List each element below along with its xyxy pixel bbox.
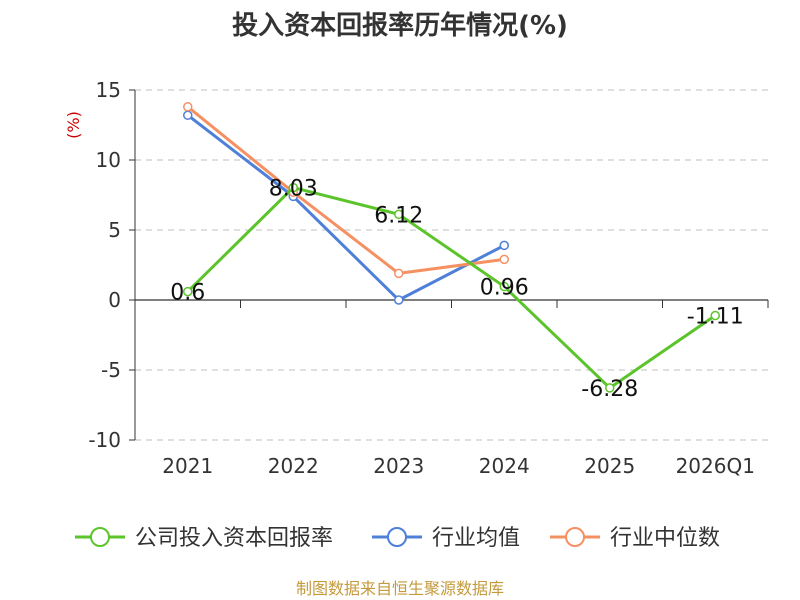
legend-marker: [90, 527, 110, 547]
axes: [134, 90, 769, 440]
x-tick-label: 2025: [584, 454, 635, 478]
data-point: [394, 209, 404, 220]
data-point: [499, 281, 509, 292]
y-axis-label: (%): [64, 111, 83, 139]
source-note: 制图数据来自恒生聚源数据库: [296, 579, 504, 598]
y-tick-label: 15: [96, 78, 121, 102]
y-tick-label: 10: [96, 148, 121, 172]
grid-lines: [129, 89, 768, 441]
y-tick-label: -10: [88, 428, 121, 452]
data-point: [183, 286, 193, 297]
data-point: [499, 240, 509, 251]
y-tick-label: 5: [108, 218, 121, 242]
data-point: [183, 110, 193, 120]
x-tick-label: 2026Q1: [676, 454, 755, 478]
series-lines: [183, 102, 720, 393]
series-line: [186, 105, 505, 275]
y-tick-label: 0: [108, 288, 121, 312]
legend-label: 公司投入资本回报率: [135, 526, 333, 551]
chart-title: 投入资本回报率历年情况(%): [232, 10, 568, 41]
legend-label: 行业中位数: [610, 526, 720, 551]
series-line: [186, 114, 505, 302]
series-line: [186, 186, 717, 390]
data-point: [394, 268, 404, 279]
data-point: [288, 182, 298, 193]
data-point: [710, 310, 720, 321]
data-label: 8.03: [269, 177, 318, 202]
y-tick-label: -5: [101, 358, 121, 382]
legend: 公司投入资本回报率 行业均值 行业中位数: [75, 526, 720, 551]
x-tick-labels: 2021 2022 2023 2024 2025 2026Q1: [162, 454, 755, 478]
y-tick-labels: 15 10 5 0 -5 -10: [88, 78, 121, 452]
x-tick-label: 2022: [268, 454, 319, 478]
legend-label: 行业均值: [432, 526, 520, 551]
data-label: 6.12: [374, 203, 423, 228]
legend-marker: [387, 527, 407, 547]
data-label: -1.11: [687, 305, 744, 330]
data-point: [499, 254, 509, 265]
data-label: -6.28: [581, 377, 638, 402]
x-tick-label: 2021: [162, 454, 213, 478]
data-label: 0.6: [170, 281, 205, 306]
x-tick-label: 2023: [373, 454, 424, 478]
x-tick-label: 2024: [479, 454, 530, 478]
data-labels: 0.6 8.03 6.12 0.96 -6.28 -1.11: [170, 177, 743, 402]
data-point: [394, 295, 404, 305]
legend-marker: [565, 527, 585, 547]
data-point: [605, 383, 615, 393]
data-label: 0.96: [480, 276, 529, 301]
data-point: [183, 102, 193, 112]
